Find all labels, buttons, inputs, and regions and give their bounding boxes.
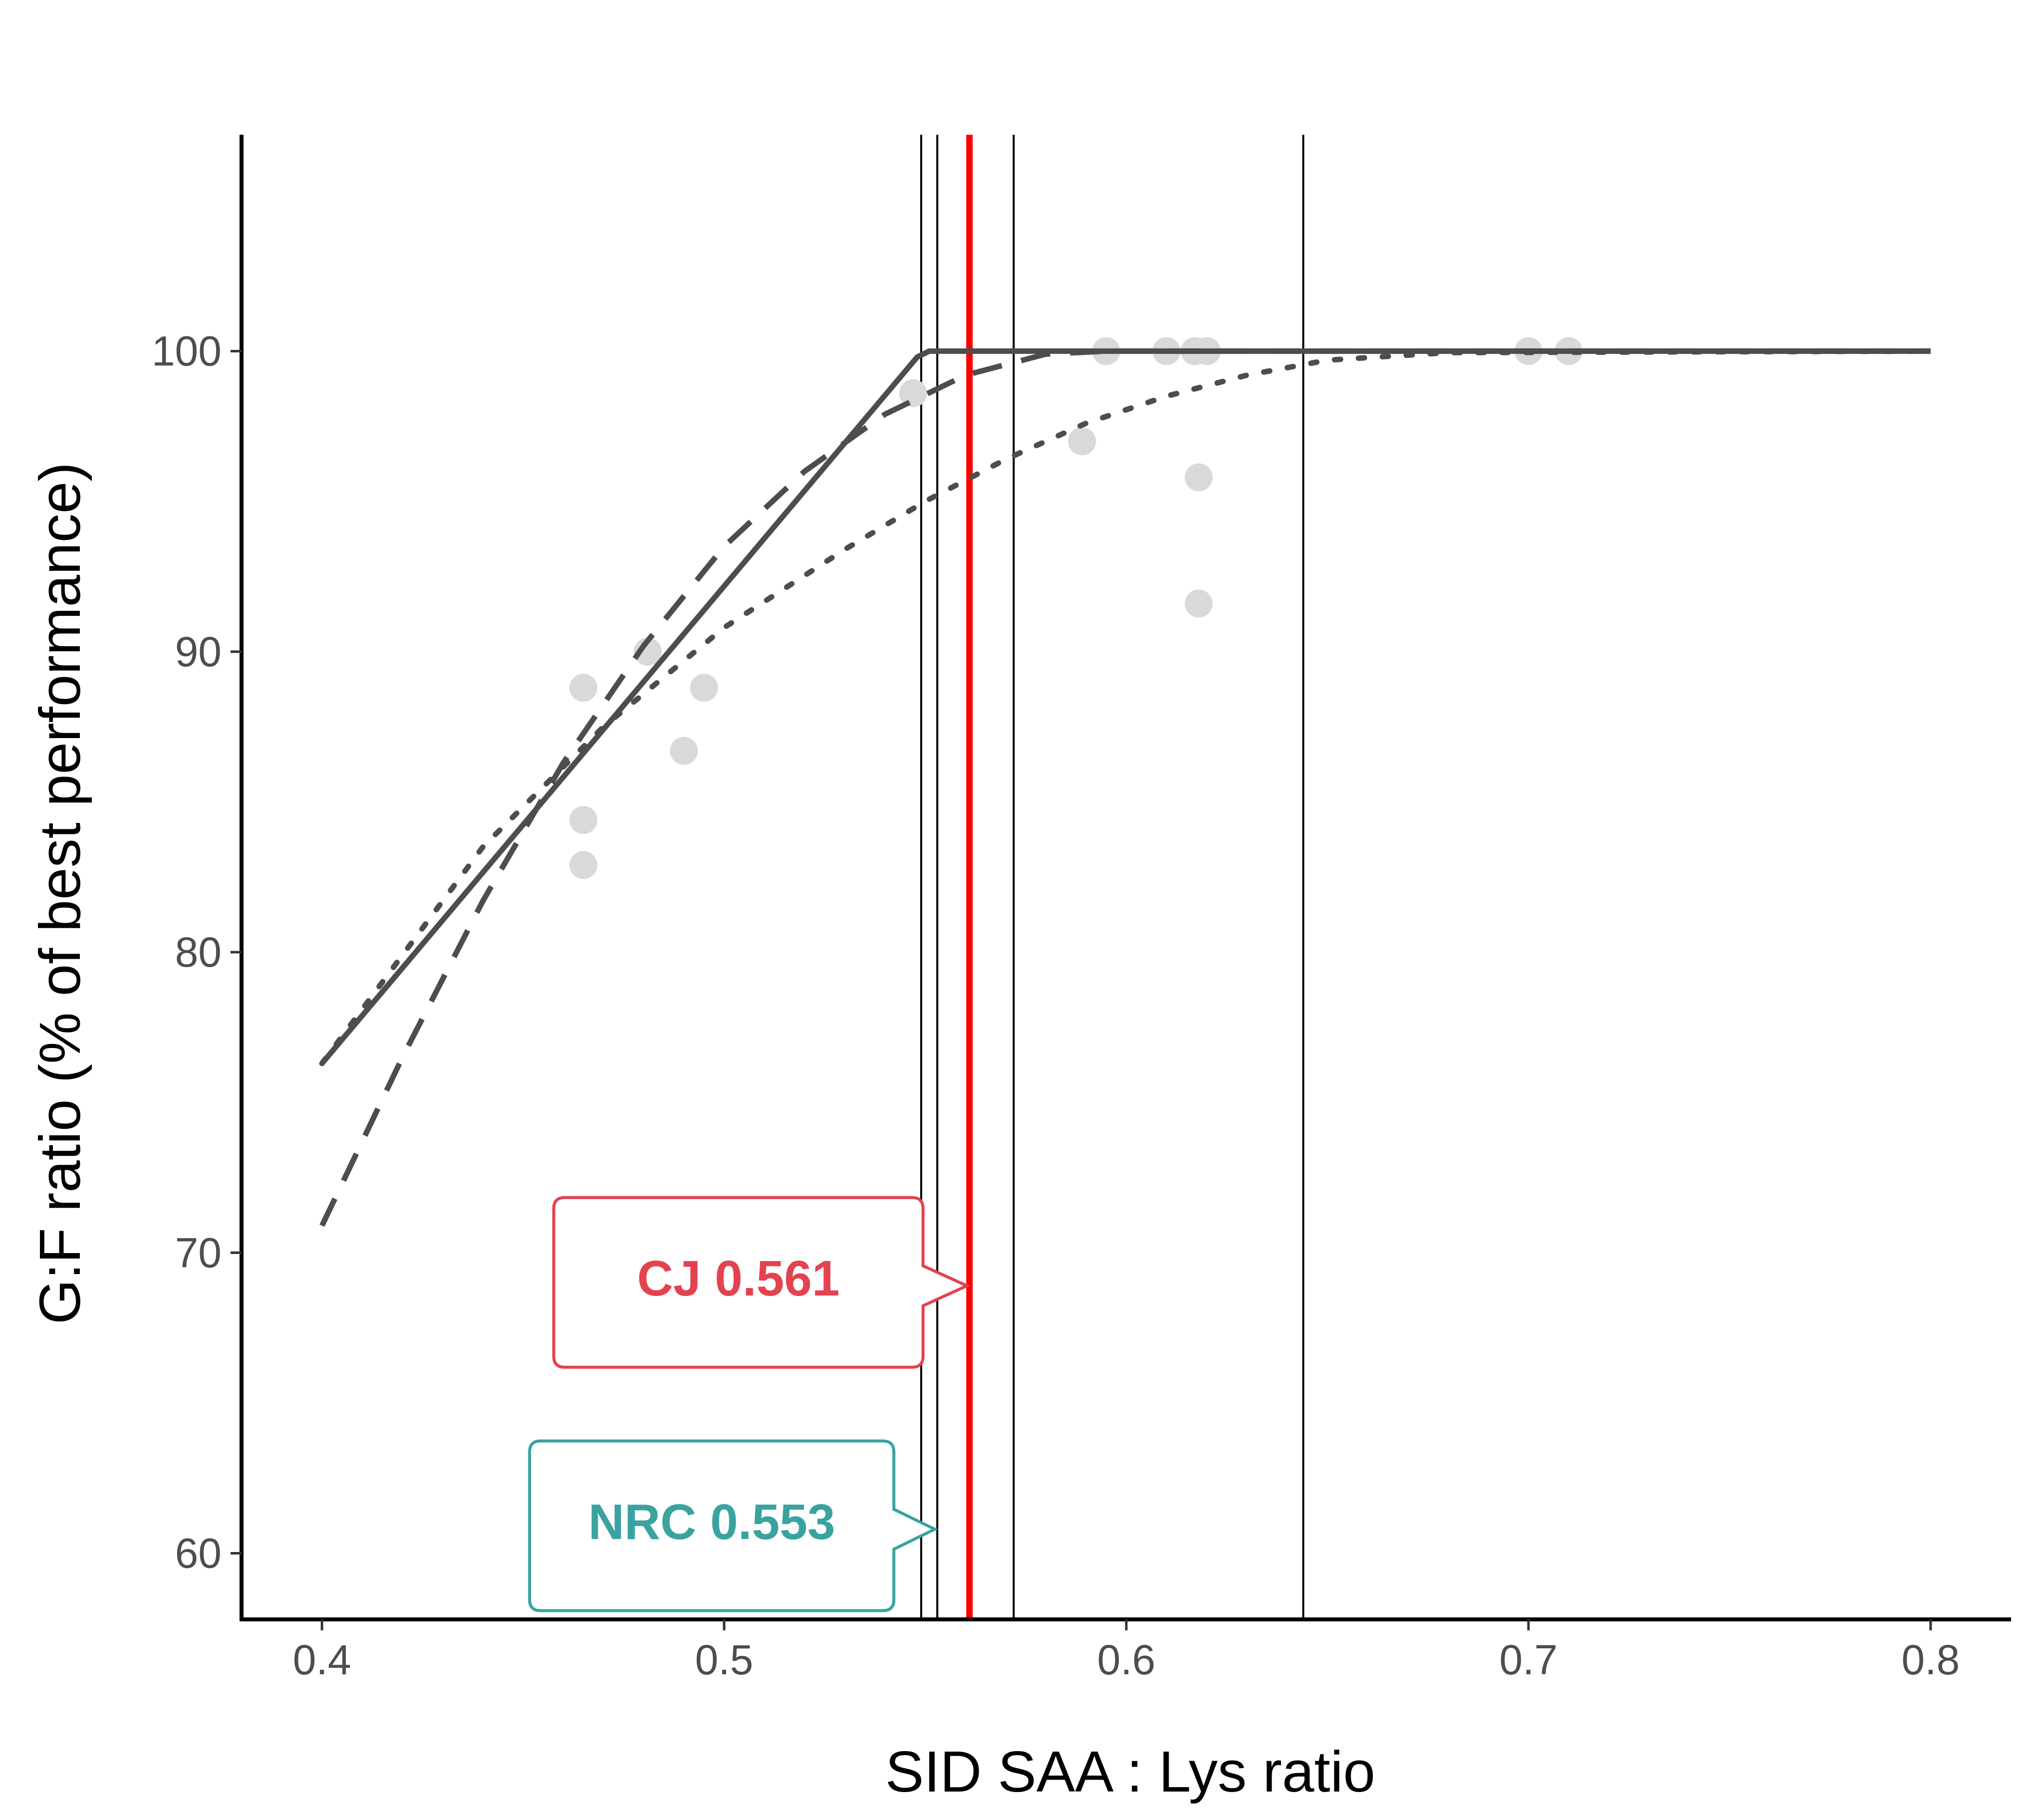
data-point (690, 674, 718, 702)
y-tick-label: 100 (152, 328, 222, 375)
callout-cj-box (552, 1196, 971, 1369)
y-tick-label: 70 (175, 1229, 222, 1276)
x-tick-label: 0.7 (1500, 1636, 1558, 1683)
data-point (569, 851, 598, 879)
data-points (569, 337, 1583, 879)
y-axis-title: G:F ratio (% of best performance) (27, 462, 92, 1324)
data-point (569, 806, 598, 834)
x-axis-title: SID SAA : Lys ratio (885, 1739, 1375, 1804)
callout-cj-label: CJ 0.561 (637, 1251, 840, 1306)
axis-ticks: 0.4 0.5 0.6 0.7 0.8 60 70 80 90 100 (152, 328, 1960, 1683)
data-point (899, 379, 927, 407)
callouts: CJ 0.561 NRC 0.553 (528, 1196, 971, 1612)
y-tick-label: 80 (175, 929, 222, 976)
callout-nrc-box (528, 1439, 939, 1612)
y-tick-label: 60 (175, 1530, 222, 1577)
data-point (1068, 427, 1096, 456)
data-point (1185, 589, 1213, 618)
data-point (633, 637, 662, 666)
fit-curves (319, 348, 1934, 1227)
callout-nrc-label: NRC 0.553 (588, 1494, 835, 1550)
data-point (1185, 463, 1213, 492)
x-tick-label: 0.4 (293, 1636, 351, 1683)
x-tick-label: 0.6 (1097, 1636, 1156, 1683)
x-tick-label: 0.5 (695, 1636, 754, 1683)
y-tick-label: 90 (175, 628, 222, 675)
x-tick-label: 0.8 (1901, 1636, 1960, 1683)
reference-lines (920, 135, 1304, 1619)
data-point (670, 737, 698, 765)
data-point (569, 674, 598, 702)
